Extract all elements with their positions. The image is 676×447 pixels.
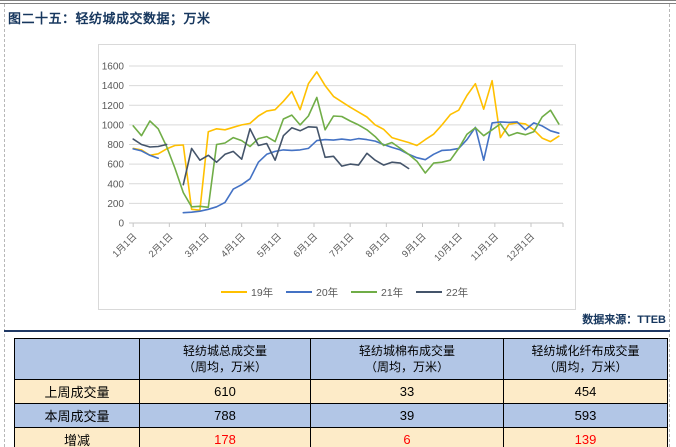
legend-label-22年: 22年 <box>446 286 468 299</box>
series-line-20年 <box>132 121 560 214</box>
value-cell: 454 <box>503 379 668 404</box>
y-axis-tick-label: 800 <box>107 140 124 151</box>
series-line-21年 <box>132 96 560 209</box>
series-line-19年 <box>132 71 560 211</box>
x-axis-tick-label: 1月1日 <box>111 231 140 260</box>
value-cell: 139 <box>503 427 668 447</box>
table-header-cell: 轻纺城化纤布成交量 （周均，万米） <box>503 338 668 380</box>
x-axis-tick-label: 4月1日 <box>219 231 248 260</box>
table-body: 上周成交量 610 33 454 本周成交量 788 39 593 增减 178 6 139 <box>14 379 668 447</box>
y-axis-tick-label: 1400 <box>102 81 125 92</box>
table-header-row: 轻纺城总成交量 （周均，万米） 轻纺城棉布成交量 （周均，万米） 轻纺城化纤布成交量 （周… <box>14 338 668 380</box>
value-cell: 610 <box>139 379 311 404</box>
table-header-cell: 轻纺城总成交量 （周均，万米） <box>139 338 311 380</box>
value-cell: 788 <box>139 403 311 428</box>
figure-title: 图二十五：轻纺城成交数据；万米 <box>8 11 211 26</box>
table-row: 增减 178 6 139 <box>14 427 668 447</box>
legend-label-19年: 19年 <box>251 286 273 299</box>
value-cell: 39 <box>310 403 504 428</box>
value-cell: 593 <box>503 403 668 428</box>
weekly-volume-table: 轻纺城总成交量 （周均，万米） 轻纺城棉布成交量 （周均，万米） 轻纺城化纤布成交量 （周… <box>14 338 668 447</box>
y-axis-tick-label: 1600 <box>102 62 125 73</box>
y-axis-tick-label: 1000 <box>102 120 125 131</box>
table-header-cell: 轻纺城棉布成交量 （周均，万米） <box>310 338 504 380</box>
value-cell: 178 <box>139 427 311 447</box>
y-axis-tick-label: 200 <box>107 199 124 210</box>
table-row: 本周成交量 788 39 593 <box>14 403 668 428</box>
row-label-cell: 增减 <box>14 427 140 447</box>
series-line-22年 <box>132 126 410 186</box>
x-axis-tick-label: 8月1日 <box>364 231 393 260</box>
transaction-volume-line-chart: 0 200 400 600 800 1000 1200 1400 1600 1月1日 2月1日 3月1… <box>102 62 564 299</box>
x-axis-tick-label: 11月1日 <box>469 231 501 263</box>
x-axis-tick-label: 6月1日 <box>291 231 320 260</box>
x-axis-tick-label: 5月1日 <box>255 231 284 260</box>
legend-label-21年: 21年 <box>381 286 403 299</box>
value-cell: 6 <box>310 427 504 447</box>
section-divider <box>4 330 670 332</box>
y-axis-tick-label: 0 <box>118 219 124 230</box>
x-axis-tick-label: 3月1日 <box>183 231 212 260</box>
row-label-cell: 本周成交量 <box>14 403 140 428</box>
table-corner-cell <box>14 338 140 380</box>
table-row: 上周成交量 610 33 454 <box>14 379 668 404</box>
legend-label-20年: 20年 <box>316 286 338 299</box>
x-axis-tick-label: 10月1日 <box>432 231 464 263</box>
x-axis-tick-label: 12月1日 <box>505 231 537 263</box>
table-header: 轻纺城总成交量 （周均，万米） 轻纺城棉布成交量 （周均，万米） 轻纺城化纤布成交量 （周… <box>14 338 668 380</box>
page-left-dashed-border <box>4 4 5 447</box>
x-axis-tick-label: 2月1日 <box>147 231 176 260</box>
y-axis-tick-label: 1200 <box>102 101 125 112</box>
page-right-dashed-border <box>669 4 670 447</box>
y-axis-tick-label: 600 <box>107 160 124 171</box>
x-axis-tick-label: 9月1日 <box>400 231 429 260</box>
data-source-note: 数据来源：TTEB <box>582 314 666 326</box>
value-cell: 33 <box>310 379 504 404</box>
chart-container: 0 200 400 600 800 1000 1200 1400 1600 1月1日 2月1日 3月1… <box>98 44 576 310</box>
y-axis-tick-label: 400 <box>107 179 124 190</box>
x-axis-tick-label: 7月1日 <box>328 231 357 260</box>
row-label-cell: 上周成交量 <box>14 379 140 404</box>
